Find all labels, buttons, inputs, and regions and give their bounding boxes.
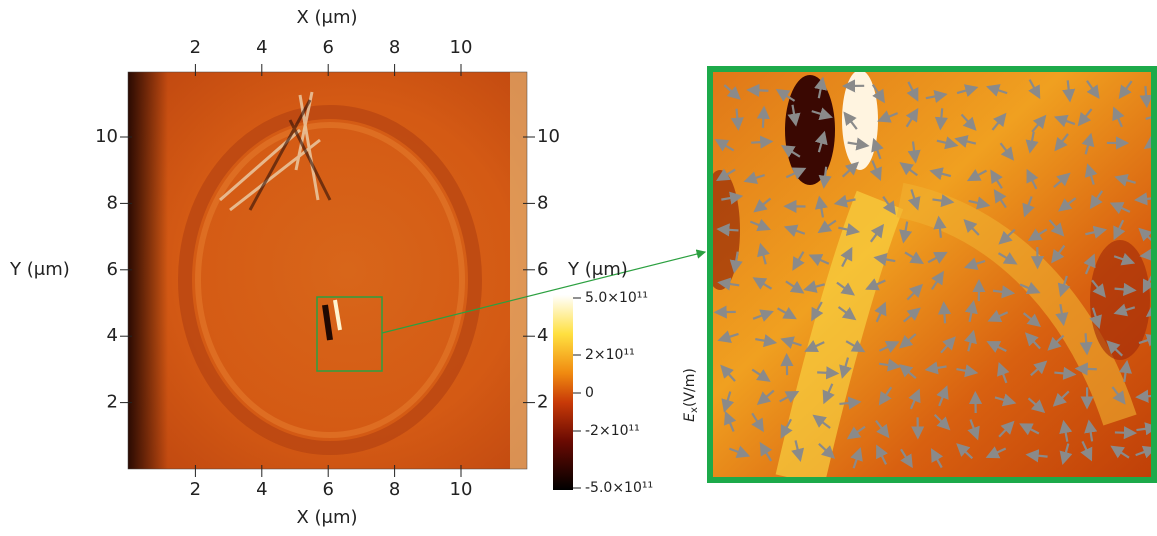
top-x-label: X (μm) [296, 7, 357, 28]
y-tick-label-left: 8 [107, 192, 118, 213]
y-tick-label-right: 10 [537, 126, 560, 147]
field-arrow [1145, 86, 1146, 106]
field-arrow [719, 229, 739, 230]
x-tick-label-top: 4 [256, 37, 267, 58]
colorbar-tick-label: -5.0×10¹¹ [585, 480, 653, 496]
zoom-panel [700, 70, 1157, 480]
y-tick-label-left: 2 [107, 392, 118, 413]
colorbar-tick-label: 0 [585, 385, 594, 401]
field-arrow [748, 90, 768, 91]
y-tick-label-left: 4 [107, 325, 118, 346]
field-arrow [1086, 333, 1087, 353]
field-arrow [1077, 369, 1097, 370]
y-tick-label-right: 4 [537, 325, 548, 346]
colorbar-symbol: E [682, 413, 698, 422]
field-arrow [763, 108, 764, 128]
y-tick-label-left: 6 [107, 259, 118, 280]
colorbar-tick-label: 2×10¹¹ [585, 347, 635, 363]
field-arrow [944, 303, 945, 323]
colorbar-tick-label: 5.0×10¹¹ [585, 290, 648, 306]
colorbar-unit: (V/m) [682, 368, 698, 407]
x-tick-label-top: 2 [190, 37, 201, 58]
x-tick-label-bottom: 2 [190, 479, 201, 500]
left-y-label: Y (μm) [9, 259, 70, 280]
x-tick-label-bottom: 6 [322, 479, 333, 500]
colorbar-tick-label: -2×10¹¹ [585, 423, 640, 439]
y-tick-label-right: 8 [537, 192, 548, 213]
y-tick-label-left: 10 [95, 126, 118, 147]
y-tick-label-right: 6 [537, 259, 548, 280]
y-tick-label-right: 2 [537, 392, 548, 413]
x-tick-label-top: 8 [389, 37, 400, 58]
colorbar [553, 295, 573, 490]
right-y-label: Y (μm) [567, 259, 628, 280]
field-arrow [751, 141, 771, 142]
field-arrow [817, 372, 837, 373]
colorbar-label: Ex(V/m) [682, 368, 700, 422]
x-tick-label-bottom: 10 [450, 479, 473, 500]
heatmap [128, 72, 527, 469]
x-tick-label-bottom: 4 [256, 479, 267, 500]
figure: X (μm) X (μm) Y (μm) Y (μm) Ex(V/m) 2 2 4 4… [0, 0, 1157, 532]
x-tick-label-top: 6 [322, 37, 333, 58]
x-tick-label-top: 10 [450, 37, 473, 58]
x-tick-label-bottom: 8 [389, 479, 400, 500]
field-arrow [1115, 432, 1135, 433]
bottom-x-label: X (μm) [296, 507, 357, 528]
